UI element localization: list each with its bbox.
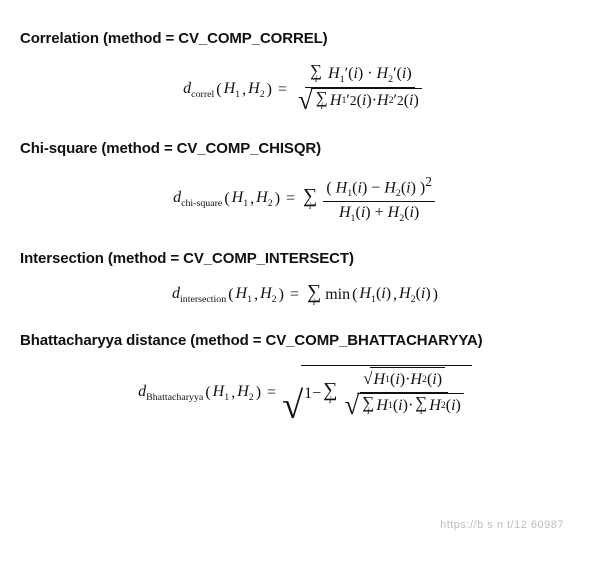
arg-H1: H1	[224, 80, 241, 100]
arg-H2: H2	[237, 383, 254, 403]
formula-chisqr-expr: dchi-square ( H1 , H2 ) = ∑i ( H1(i) − H…	[173, 173, 437, 226]
bhatt-den: √ ∑i H1(i) · ∑i H2(i)	[341, 393, 466, 421]
formula-correlation-expr: dcorrel ( H1 , H2 ) = ∑i H1′(i) · H2′(i)…	[183, 63, 427, 116]
formula-bhatt: dBhattacharyya ( H1 , H2 ) = √ 1 − ∑i √ …	[20, 365, 590, 422]
sum-i: ∑i	[307, 283, 321, 308]
sym-d: dintersection	[172, 285, 226, 305]
chisq-num: ( H1(i) − H2(i) )2	[323, 173, 435, 202]
lparen: (	[224, 190, 229, 208]
sqrt-outer: √ 1 − ∑i √ H1(i) · H2(i)	[282, 365, 472, 422]
chisq-den: H1(i) + H2(i)	[336, 202, 422, 226]
correl-num: ∑i H1′(i) · H2′(i)	[305, 63, 415, 88]
rparen: )	[267, 81, 272, 99]
eq: =	[282, 190, 299, 208]
one: 1	[304, 385, 312, 403]
sum-i: ∑i	[316, 90, 328, 112]
sqrt-correl: √ ∑i H1′2(i) · H2′2(i)	[298, 88, 422, 112]
formula-intersect-expr: dintersection ( H1 , H2 ) = ∑i min ( H1(…	[172, 283, 438, 308]
sym-d: dBhattacharyya	[138, 383, 203, 403]
heading-chisqr: Chi-square (method = CV_COMP_CHISQR)	[20, 140, 590, 157]
rparen: )	[256, 384, 261, 402]
page: Correlation (method = CV_COMP_CORREL) dc…	[20, 30, 590, 547]
sum-i: ∑i	[303, 187, 317, 212]
sym-d: dcorrel	[183, 80, 214, 100]
bhatt-num: √ H1(i) · H2(i)	[360, 367, 448, 393]
frac-chisq: ( H1(i) − H2(i) )2 H1(i) + H2(i)	[323, 173, 435, 226]
frac-bhatt: √ H1(i) · H2(i) √ ∑i H1(i) · ∑i	[341, 367, 466, 422]
formula-bhatt-expr: dBhattacharyya ( H1 , H2 ) = √ 1 − ∑i √ …	[138, 365, 472, 422]
sym-d: dchi-square	[173, 189, 222, 209]
sum-i: ∑i	[323, 381, 337, 406]
eq: =	[274, 81, 291, 99]
comma: ,	[393, 286, 397, 304]
heading-bhatt: Bhattacharyya distance (method = CV_COMP…	[20, 332, 590, 349]
arg-H1: H1	[236, 285, 253, 305]
lparen: (	[216, 81, 221, 99]
comma: ,	[254, 286, 258, 304]
heading-intersect: Intersection (method = CV_COMP_INTERSECT…	[20, 250, 590, 267]
comma: ,	[242, 81, 246, 99]
formula-intersect: dintersection ( H1 , H2 ) = ∑i min ( H1(…	[20, 283, 590, 308]
arg-H1i: H1(i)	[359, 285, 391, 305]
frac-correl: ∑i H1′(i) · H2′(i) √ ∑i H1′2(i) · H2′2(i…	[295, 63, 425, 116]
lparen: (	[228, 286, 233, 304]
eq: =	[263, 384, 280, 402]
arg-H2: H2	[248, 80, 265, 100]
heading-correlation: Correlation (method = CV_COMP_CORREL)	[20, 30, 590, 47]
arg-H2: H2	[260, 285, 277, 305]
rparen: )	[433, 286, 438, 304]
correl-den: √ ∑i H1′2(i) · H2′2(i)	[295, 88, 425, 116]
arg-H2i: H2(i)	[399, 285, 431, 305]
rparen: )	[279, 286, 284, 304]
min-fn: min	[325, 286, 350, 304]
watermark-text: https://b s n t/12 60987	[440, 519, 564, 531]
eq: =	[286, 286, 303, 304]
arg-H2: H2	[256, 189, 273, 209]
lparen: (	[352, 286, 357, 304]
comma: ,	[231, 384, 235, 402]
comma: ,	[250, 190, 254, 208]
minus: −	[312, 385, 321, 403]
lparen: (	[205, 384, 210, 402]
rparen: )	[275, 190, 280, 208]
arg-H1: H1	[232, 189, 249, 209]
formula-correlation: dcorrel ( H1 , H2 ) = ∑i H1′(i) · H2′(i)…	[20, 63, 590, 116]
arg-H1: H1	[213, 383, 230, 403]
formula-chisqr: dchi-square ( H1 , H2 ) = ∑i ( H1(i) − H…	[20, 173, 590, 226]
sum-i: ∑i	[310, 63, 322, 85]
